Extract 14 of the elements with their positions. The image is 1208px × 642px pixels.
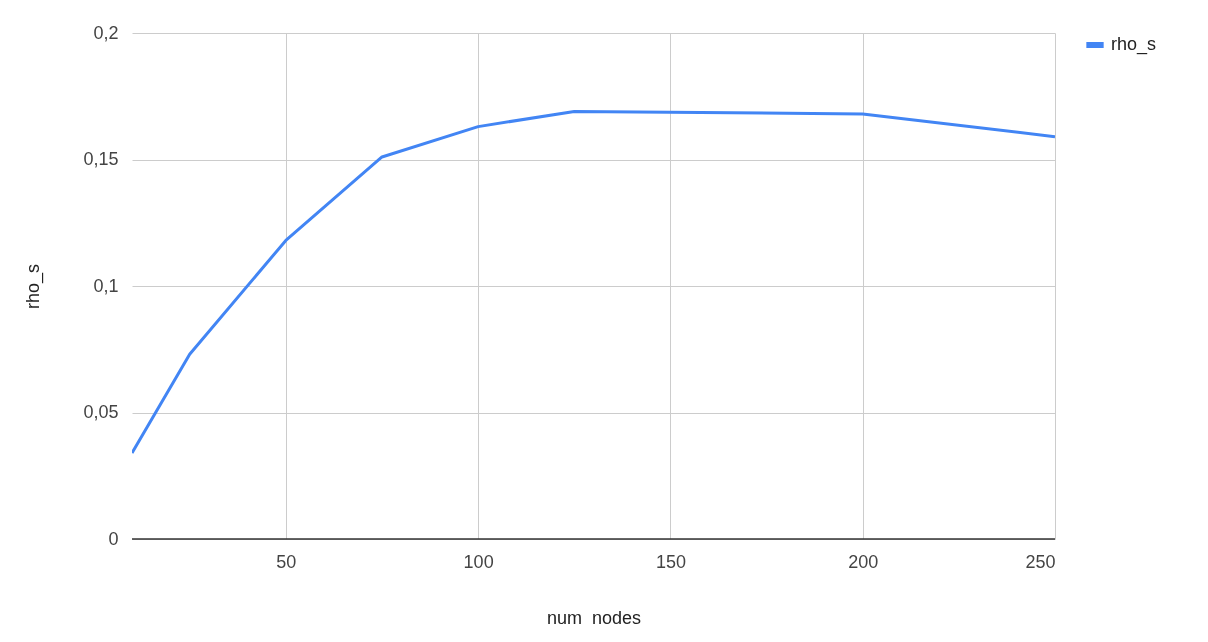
x-tick-label: 50 [276,551,297,572]
y-axis-title: rho_s [23,263,45,310]
y-tick-label: 0,05 [83,402,119,422]
legend-label: rho_s [1111,34,1157,55]
y-tick-label: 0,2 [93,22,119,43]
x-tick-label: 100 [463,551,494,572]
y-tick-label: 0 [108,528,119,549]
x-axis-title: num_nodes [546,607,642,629]
x-tick-label: 200 [848,551,879,572]
y-tick-label: 0,1 [93,275,119,296]
x-tick-label: 250 [1025,551,1056,572]
y-tick-label: 0,15 [83,149,119,169]
line-series [132,109,1055,455]
x-tick-label: 150 [655,551,686,572]
